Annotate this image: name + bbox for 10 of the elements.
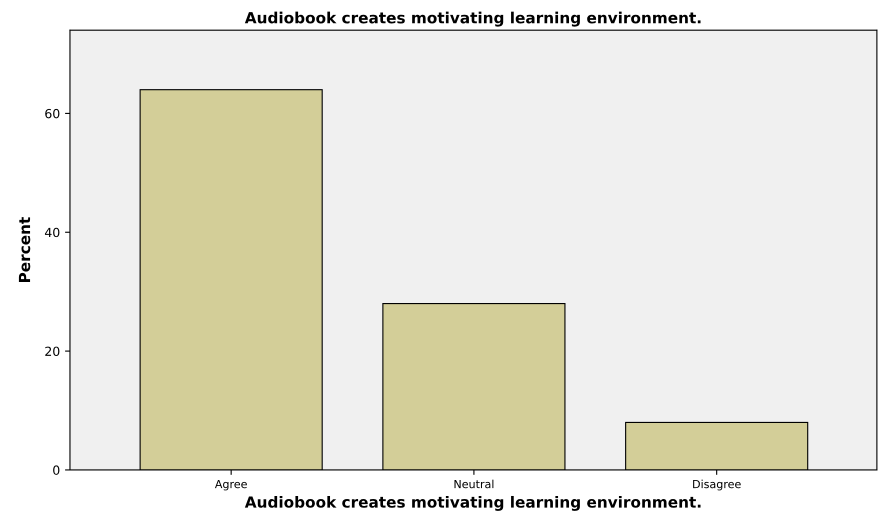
y-axis-title: Percent xyxy=(18,217,30,282)
y-tick-label: 20 xyxy=(45,346,60,356)
x-tick-label: Neutral xyxy=(454,480,494,488)
x-axis-title: Audiobook creates motivating learning environment. xyxy=(244,496,701,511)
x-tick-label: Disagree xyxy=(693,480,741,490)
x-tick-label: Agree xyxy=(214,480,247,490)
y-tick-label: 0 xyxy=(53,465,60,475)
y-tick-label: 40 xyxy=(44,228,60,238)
y-tick-label: 60 xyxy=(45,108,60,118)
chart-title: Audiobook creates motivating learning environment. xyxy=(244,12,701,27)
